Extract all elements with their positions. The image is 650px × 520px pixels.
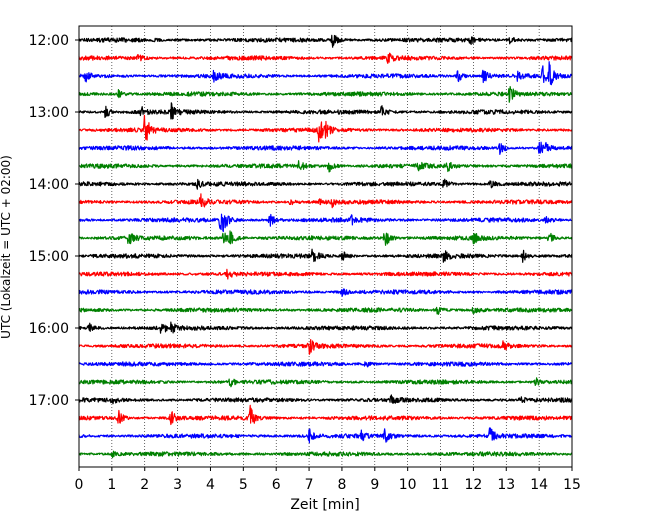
x-tick-label: 13 [497,477,515,493]
x-tick-label: 14 [530,477,548,493]
y-tick-label: 16:00 [29,321,69,337]
x-tick-label: 5 [239,477,248,493]
trace-1400 [78,178,573,190]
y-tick-label: 15:00 [29,249,69,265]
plot-frame [78,25,573,468]
y-axis: 12:00 13:00 14:00 15:00 16:00 17:00 [29,33,79,409]
trace-1515 [78,268,573,280]
x-tick-label: 11 [432,477,450,493]
trace-1445 [78,230,573,246]
trace-1345 [78,160,573,173]
x-tick-label: 7 [305,477,314,493]
trace-1415 [78,193,573,209]
trace-1330 [78,141,573,155]
trace-1300 [78,102,573,120]
trace-group [78,34,573,459]
x-tick-label: 10 [399,477,417,493]
y-tick-label: 12:00 [29,33,69,49]
trace-1715 [78,404,573,426]
x-tick-label: 8 [337,477,346,493]
y-tick-label: 14:00 [29,177,69,193]
trace-1700 [78,394,573,405]
x-axis: 0 1 2 3 4 5 6 7 8 9 10 11 12 13 14 15 [75,467,581,493]
trace-1315 [78,114,573,143]
x-tick-label: 15 [563,477,581,493]
trace-1430 [78,213,573,233]
trace-1530 [78,288,573,297]
x-tick-label: 2 [140,477,149,493]
trace-1730 [78,427,573,444]
y-axis-label: UTC (Lokalzeit = UTC + 02:00) [0,155,13,339]
trace-1630 [78,361,573,368]
trace-1500 [78,248,573,263]
trace-1245 [78,86,573,103]
trace-1215 [78,52,573,64]
x-tick-label: 9 [370,477,379,493]
trace-1745 [78,450,573,459]
y-tick-label: 17:00 [29,393,69,409]
x-tick-label: 3 [173,477,182,493]
trace-1200 [78,34,573,48]
x-tick-label: 0 [75,477,84,493]
y-tick-label: 13:00 [29,105,69,121]
trace-1615 [78,339,573,355]
trace-1645 [78,377,573,388]
trace-1545 [78,306,573,315]
x-tick-label: 1 [107,477,116,493]
x-tick-label: 6 [272,477,281,493]
x-tick-label: 4 [206,477,215,493]
trace-1230 [78,61,573,86]
x-axis-label: Zeit [min] [290,497,359,513]
x-tick-label: 12 [464,477,482,493]
trace-1600 [78,321,573,334]
